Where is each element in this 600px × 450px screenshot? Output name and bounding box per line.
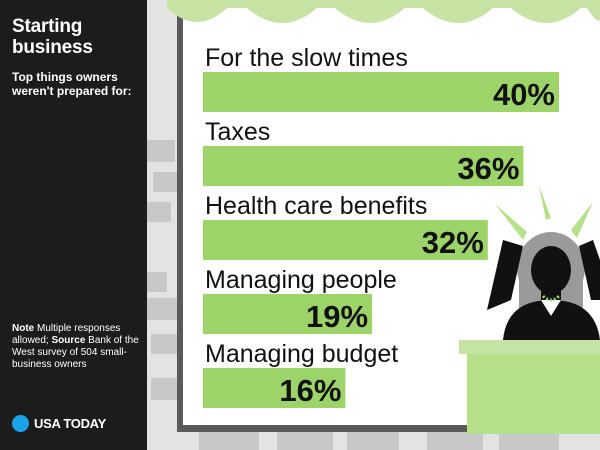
stressed-owner-illustration xyxy=(459,186,600,434)
bars: For the slow times 40% Taxes 36% Health care… xyxy=(203,44,559,408)
note-text: Multiple responses allowed; xyxy=(12,323,121,346)
wall-brick xyxy=(151,378,179,400)
category-label: Health care benefits xyxy=(205,192,427,220)
category-label: Managing people xyxy=(205,266,397,294)
owner-arm xyxy=(487,240,523,310)
owner-body xyxy=(503,300,600,340)
owner-collar xyxy=(541,300,561,316)
source-note: Note Multiple responses allowed; Source … xyxy=(12,323,140,371)
awning-scallop xyxy=(423,8,493,23)
wall-brick xyxy=(427,432,483,450)
bar xyxy=(203,220,488,260)
bar xyxy=(203,72,559,112)
chart-subtitle: Top things owners weren't prepared for: xyxy=(12,70,132,98)
brand-name: USA TODAY xyxy=(34,415,106,431)
source-text: Bank of the West survey of 504 small-bus… xyxy=(12,335,139,370)
wall-brick xyxy=(147,272,167,292)
value-label: 19% xyxy=(306,299,368,334)
bar xyxy=(203,146,524,186)
usatoday-logo: USA TODAY xyxy=(12,413,106,433)
sidebar-panel: Starting business Top things owners were… xyxy=(0,0,147,450)
owner-necklace xyxy=(541,294,561,302)
bar xyxy=(203,368,346,408)
awning-scallop xyxy=(247,8,317,23)
category-label: Taxes xyxy=(205,118,270,146)
wall-brick xyxy=(277,432,333,450)
awning xyxy=(167,0,600,23)
stress-mark xyxy=(571,202,593,238)
counter-top xyxy=(459,340,600,354)
note-label: Note xyxy=(12,323,35,334)
category-label: Managing budget xyxy=(205,340,398,368)
value-label: 32% xyxy=(422,225,484,260)
wall-brick xyxy=(347,432,399,450)
brand-dot-icon xyxy=(12,414,29,432)
wall-brick xyxy=(199,432,259,450)
bar-chart: For the slow times 40% Taxes 36% Health care… xyxy=(147,0,600,450)
awning-scallop xyxy=(511,8,581,23)
stress-mark xyxy=(539,186,551,220)
wall-brick xyxy=(151,334,181,354)
awning-scallop xyxy=(335,8,405,23)
awning-band xyxy=(167,0,600,8)
owner-face xyxy=(531,246,571,294)
counter-front xyxy=(467,354,600,434)
stress-mark xyxy=(495,204,527,240)
wall-brick xyxy=(147,298,177,320)
awning-scallop xyxy=(167,8,227,22)
value-label: 36% xyxy=(457,151,519,186)
source-label: Source xyxy=(51,335,86,346)
bar xyxy=(203,294,373,334)
wall-brick xyxy=(147,140,175,162)
category-label: For the slow times xyxy=(205,44,408,72)
value-label: 40% xyxy=(493,77,555,112)
owner-arm xyxy=(579,240,600,300)
wall-brick xyxy=(147,202,171,222)
awning-scallop xyxy=(587,8,600,21)
wall-brick xyxy=(499,432,559,450)
wall-brick xyxy=(153,172,183,192)
value-label: 16% xyxy=(279,373,341,408)
chart-title: Starting business xyxy=(12,16,93,58)
